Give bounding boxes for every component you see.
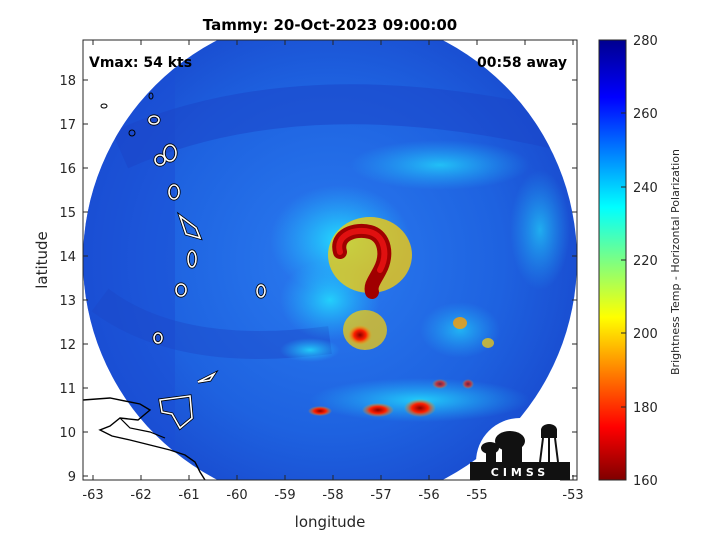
microwave-swath — [83, 40, 577, 480]
x-tick-label: -60 — [226, 488, 247, 503]
x-tick-label: -58 — [322, 488, 343, 503]
x-tick-label: -56 — [418, 488, 439, 503]
y-tick-label: 16 — [59, 162, 76, 177]
x-tick-label: -55 — [466, 488, 487, 503]
colorbar-tick-label: 240 — [633, 181, 658, 196]
x-tick-label: -57 — [370, 488, 391, 503]
colorbar-tick-label: 280 — [633, 34, 658, 49]
y-tick-label: 17 — [59, 118, 76, 133]
cimss-logo: CIMSS — [470, 418, 570, 506]
x-axis-label: longitude — [295, 513, 366, 531]
x-tick-label: -59 — [274, 488, 295, 503]
x-tick-label: -61 — [178, 488, 199, 503]
y-tick-label: 15 — [59, 206, 76, 221]
y-tick-label: 18 — [59, 74, 76, 89]
colorbar-label: Brightness Temp - Horizontal Polarizatio… — [669, 149, 682, 375]
y-tick-label: 9 — [68, 470, 76, 485]
axes-frame — [82, 39, 578, 481]
y-tick-label: 14 — [59, 250, 76, 265]
colorbar-tick-label: 220 — [633, 254, 658, 269]
colorbar-tick-label: 260 — [633, 107, 658, 122]
x-tick-label: -53 — [562, 488, 583, 503]
y-axis-label: latitude — [33, 231, 51, 289]
y-tick-label: 10 — [59, 426, 76, 441]
vmax-label: Vmax: 54 kts — [89, 55, 192, 71]
colorbar: 160 180 200 220 240 260 280 Brightness T… — [598, 34, 682, 489]
coastlines — [83, 92, 267, 480]
y-axis: 9 10 11 12 13 14 15 16 17 18 latitude — [33, 74, 577, 485]
satellite-dish-icon — [481, 431, 525, 462]
x-tick-label: -62 — [130, 488, 151, 503]
x-tick-label: -63 — [82, 488, 103, 503]
y-tick-label: 11 — [59, 382, 76, 397]
plot-title: Tammy: 20-Oct-2023 09:00:00 — [203, 16, 457, 34]
y-tick-label: 12 — [59, 338, 76, 353]
time-away-label: 00:58 away — [477, 55, 567, 71]
colorbar-tick-label: 180 — [633, 401, 658, 416]
map-plot-area[interactable]: -63 -62 -61 -60 -59 -58 -57 -56 -55 -54 … — [33, 13, 584, 531]
colorbar-tick-label: 160 — [633, 474, 658, 489]
cimss-logo-text: CIMSS — [491, 466, 549, 479]
water-tower-icon — [539, 424, 559, 463]
y-tick-label: 13 — [59, 294, 76, 309]
colorbar-tick-label: 200 — [633, 327, 658, 342]
x-axis: -63 -62 -61 -60 -59 -58 -57 -56 -55 -54 … — [82, 40, 584, 531]
